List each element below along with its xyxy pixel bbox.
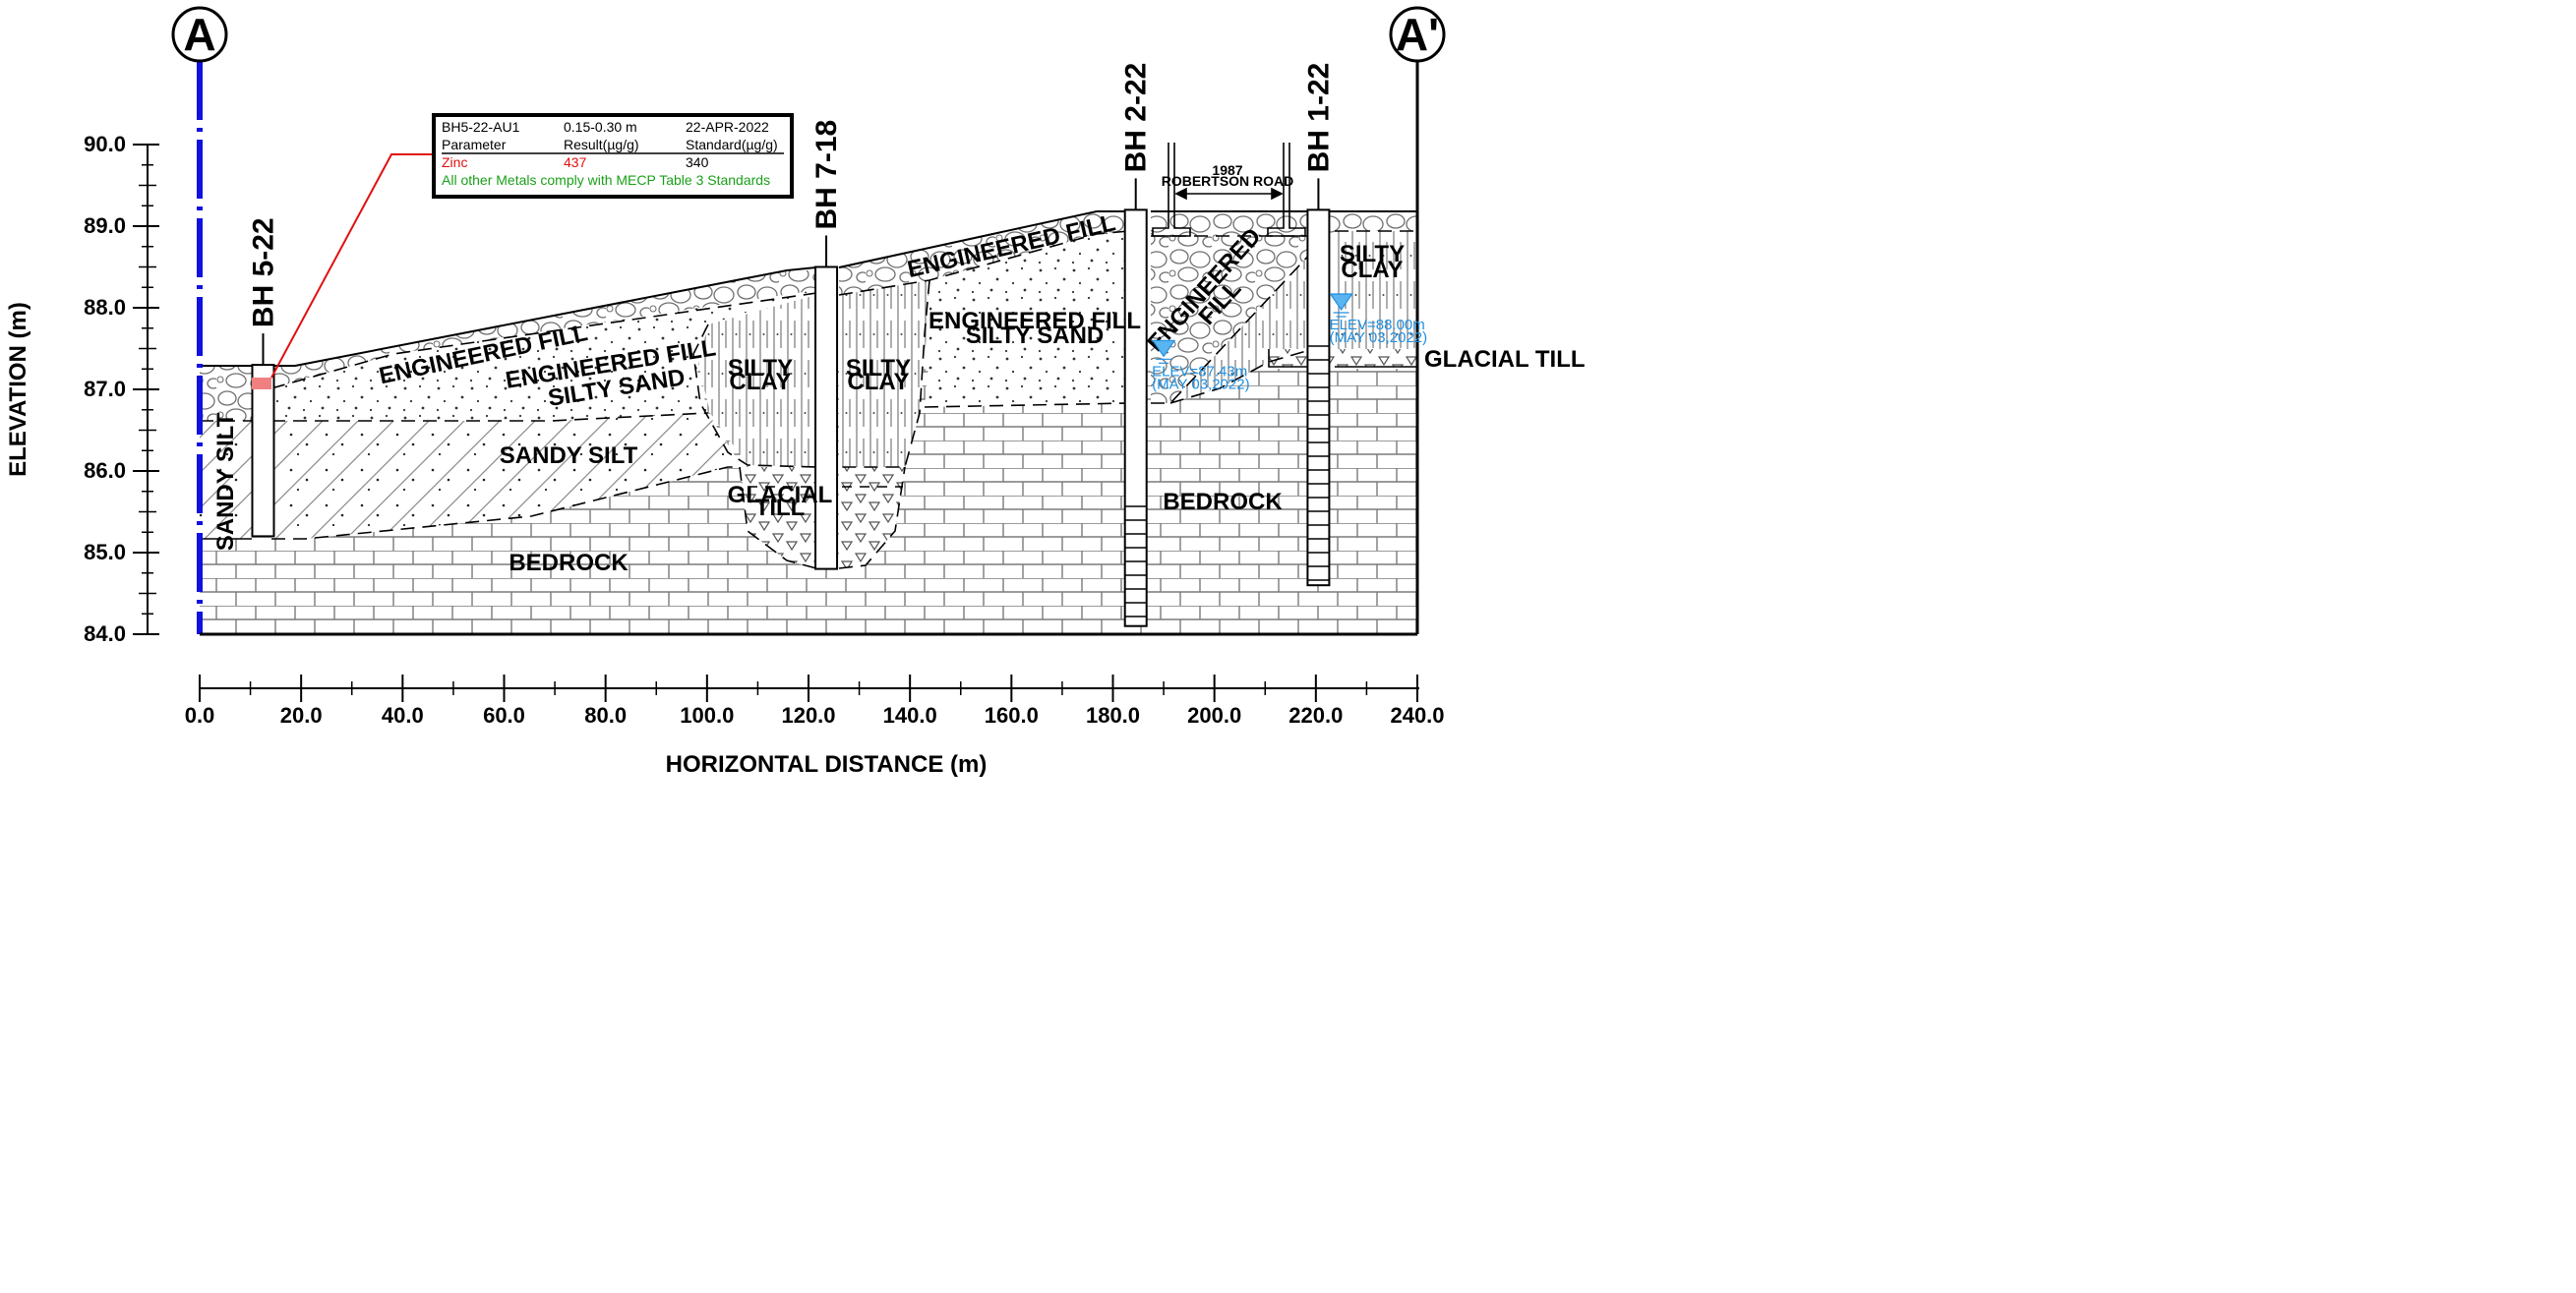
- svg-text:A: A: [183, 9, 215, 60]
- label-glacial-till-2: TILL: [755, 495, 806, 521]
- sandy-silt-layer: [271, 413, 738, 539]
- boreholes: BH 5-22 BH 7-18 BH 2-22 BH 1-22: [247, 63, 1335, 627]
- engineered-fill-center-layer: [925, 231, 1129, 407]
- road-structure: [1152, 143, 1306, 237]
- x-tick-label: 80.0: [584, 703, 627, 728]
- y-tick-label: 85.0: [84, 540, 126, 564]
- borehole-casing: [1306, 208, 1331, 587]
- label-bedrock-left: BEDROCK: [509, 550, 629, 576]
- borehole: BH 2-22: [1120, 63, 1153, 627]
- x-tick-label: 220.0: [1288, 703, 1343, 728]
- x-tick-label: 100.0: [680, 703, 734, 728]
- table-zinc-result: 437: [564, 154, 587, 170]
- label-sandy-silt: SANDY SILT: [500, 442, 638, 469]
- borehole-label: BH 5-22: [247, 217, 279, 327]
- engineered-fill-left-layer: [200, 366, 252, 421]
- x-axis-ticks: 0.0 20.0 40.0 60.0 80.0 100.0 120.0 140.0 160.0 1…: [185, 675, 1445, 728]
- borehole-casing: [814, 265, 839, 570]
- x-tick-label: 240.0: [1390, 703, 1444, 728]
- strata: [200, 210, 1417, 634]
- table-header-parameter: Parameter: [442, 137, 507, 152]
- table-header-standard: Standard(µg/g): [686, 137, 778, 152]
- svg-text:A': A': [1396, 9, 1439, 60]
- x-tick-label: 200.0: [1187, 703, 1241, 728]
- label-silty-clay-bh1-1: SILTY: [1340, 241, 1405, 267]
- borehole-casing: [251, 364, 275, 538]
- borehole-label: BH 1-22: [1302, 63, 1335, 173]
- x-tick-label: 140.0: [883, 703, 937, 728]
- water-triangle-icon: [1151, 339, 1176, 358]
- borehole-label: BH 7-18: [810, 120, 843, 230]
- x-axis: 0.0 20.0 40.0 60.0 80.0 100.0 120.0 140.0 160.0 1…: [185, 675, 1445, 778]
- table-header-result: Result(µg/g): [564, 137, 639, 152]
- water-levels: ELEV=87.43m(MAY 03,2022)ELEV=88.00m(MAY …: [1151, 293, 1428, 392]
- x-tick-label: 20.0: [280, 703, 323, 728]
- x-tick-label: 160.0: [985, 703, 1039, 728]
- label-silty-clay-right-1: SILTY: [846, 355, 911, 382]
- boundary-lines: [200, 210, 1417, 569]
- label-ef-center-2: SILTY SAND: [966, 323, 1104, 349]
- engineered-fill-top-layer: [271, 270, 816, 388]
- water-level: ELEV=88.00m(MAY 03,2022): [1329, 293, 1428, 346]
- table-zinc-standard: 340: [686, 154, 709, 170]
- water-date-label: (MAY 03,2022): [1152, 376, 1250, 392]
- y-axis: 90.0 89.0 88.0 87.0 86.0 85.0 84.0 ELEVATION (…: [5, 132, 159, 646]
- sample-results-table: BH5-22-AU1 0.15-0.30 m 22-APR-2022 Param…: [432, 113, 794, 199]
- label-silty-clay-bh1-2: CLAY: [1341, 257, 1403, 283]
- sample-marker: [252, 378, 271, 389]
- x-tick-label: 0.0: [185, 703, 215, 728]
- x-tick-label: 40.0: [382, 703, 424, 728]
- water-level: ELEV=87.43m(MAY 03,2022): [1151, 339, 1250, 392]
- label-sandy-silt-vertical: SANDY SILT: [212, 412, 239, 551]
- borehole-label: BH 2-22: [1120, 63, 1153, 173]
- water-triangle-icon: [1329, 293, 1353, 312]
- label-glacial-till-1: GLACIAL: [728, 482, 833, 508]
- water-date-label: (MAY 03,2022): [1330, 329, 1428, 346]
- table-sample-id: BH5-22-AU1: [442, 119, 520, 135]
- borehole: BH 7-18: [810, 120, 843, 570]
- label-silty-clay-right-2: CLAY: [847, 369, 909, 395]
- water-elevation-label: ELEV=88.00m: [1330, 317, 1425, 333]
- label-bedrock-right: BEDROCK: [1163, 489, 1283, 515]
- label-ef-center-1: ENGINEERED FILL: [929, 308, 1141, 334]
- y-tick-label: 90.0: [84, 132, 126, 156]
- y-tick-label: 86.0: [84, 458, 126, 483]
- road-label-name: ROBERTSON ROAD: [1162, 173, 1294, 189]
- y-tick-label: 89.0: [84, 213, 126, 238]
- section-marker-a-prime: A': [1389, 6, 1446, 63]
- silty-clay-right-layer: [839, 280, 929, 467]
- sample-leader-line: [270, 153, 436, 379]
- y-axis-title: ELEVATION (m): [5, 302, 31, 477]
- engineered-fill-silty-sand-left-layer: [271, 290, 816, 421]
- y-axis-minor-ticks: [139, 164, 156, 615]
- road-label-year: 1987: [1212, 162, 1242, 178]
- sandy-silt-left-layer: [200, 421, 252, 539]
- label-glacial-till-right: GLACIAL TILL: [1424, 346, 1586, 373]
- engineered-fill-right-top-layer: [839, 211, 1129, 295]
- table-zinc-parameter: Zinc: [442, 154, 467, 170]
- table-depth: 0.15-0.30 m: [564, 119, 637, 135]
- borehole: BH 1-22: [1302, 63, 1335, 587]
- silty-clay-layer: [698, 295, 816, 467]
- borehole: BH 5-22: [247, 217, 279, 538]
- table-date: 22-APR-2022: [686, 119, 769, 135]
- x-axis-title: HORIZONTAL DISTANCE (m): [666, 751, 988, 778]
- section-marker-a: A: [171, 6, 228, 63]
- x-tick-label: 180.0: [1086, 703, 1140, 728]
- glacial-till-right-layer: [1269, 349, 1417, 367]
- x-tick-label: 60.0: [483, 703, 525, 728]
- borehole-casing: [1123, 208, 1148, 627]
- x-tick-label: 120.0: [781, 703, 835, 728]
- table-compliance-note: All other Metals comply with MECP Table …: [442, 172, 770, 188]
- y-tick-label: 87.0: [84, 377, 126, 401]
- engineered-fill-wedge-layer: [1151, 236, 1313, 403]
- y-tick-label: 88.0: [84, 295, 126, 320]
- water-elevation-label: ELEV=87.43m: [1152, 363, 1247, 380]
- label-silty-clay-left-1: SILTY: [728, 355, 793, 382]
- y-tick-label: 84.0: [84, 621, 126, 646]
- y-axis-ticks: 90.0 89.0 88.0 87.0 86.0 85.0 84.0: [84, 132, 159, 646]
- label-silty-clay-left-2: CLAY: [729, 369, 791, 395]
